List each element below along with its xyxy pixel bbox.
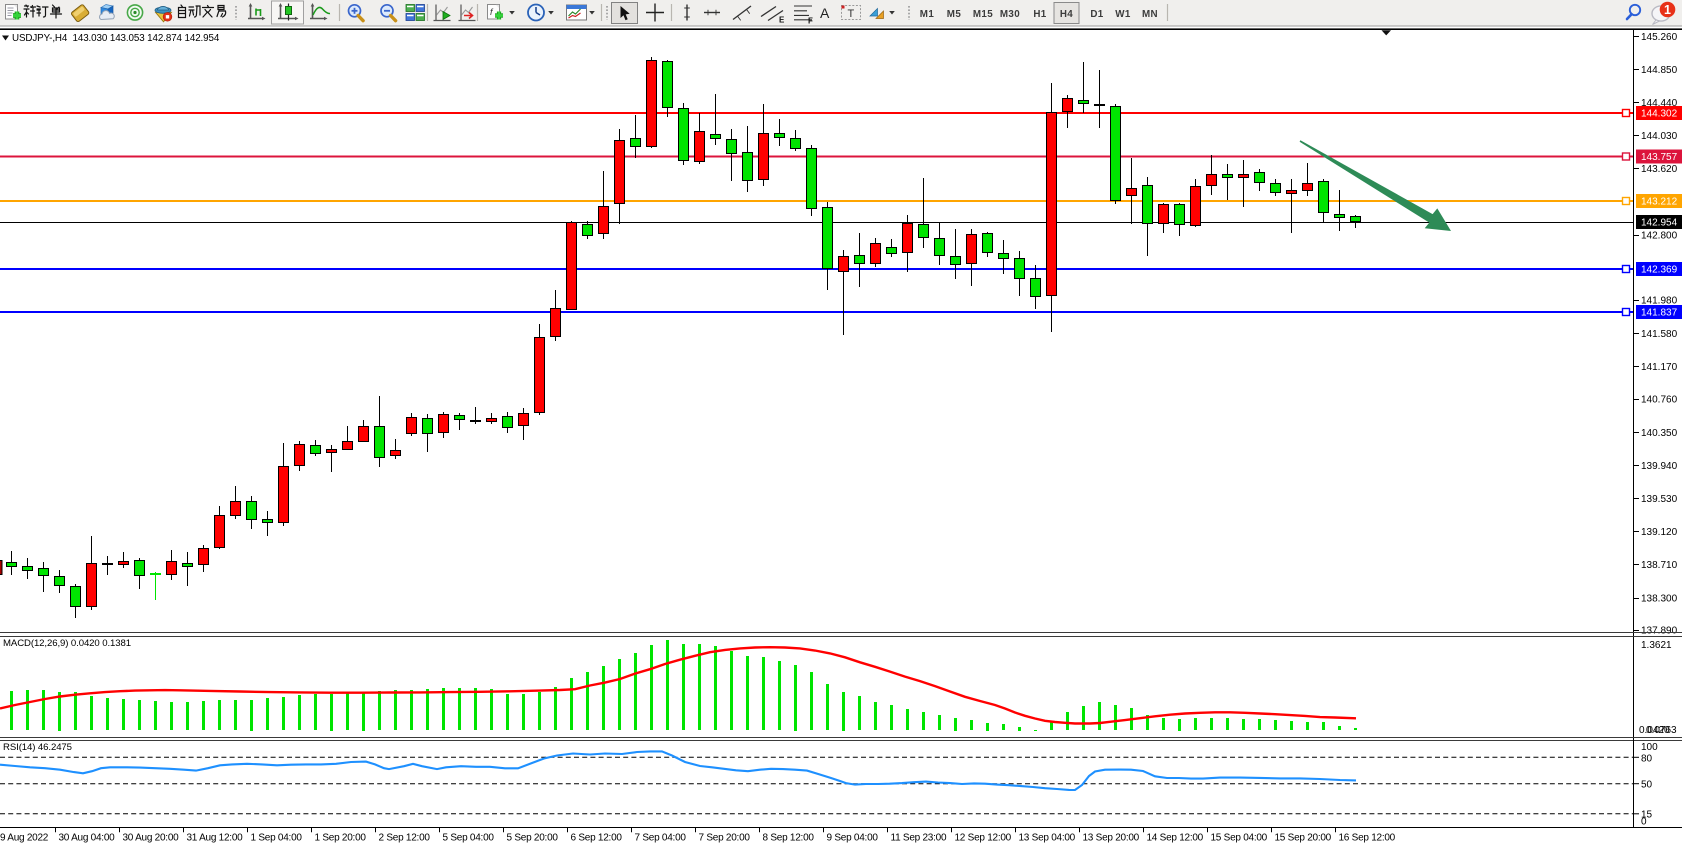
svg-text:1 Sep 20:00: 1 Sep 20:00 — [315, 833, 367, 844]
svg-text:12 Sep 12:00: 12 Sep 12:00 — [955, 833, 1012, 844]
svg-text:MACD(12,26,9) 0.0420 0.1381: MACD(12,26,9) 0.0420 0.1381 — [3, 638, 131, 649]
svg-text:145.260: 145.260 — [1641, 32, 1678, 43]
svg-text:80: 80 — [1641, 753, 1653, 764]
svg-text:144.850: 144.850 — [1641, 65, 1678, 76]
svg-text:0.0420: 0.0420 — [1639, 725, 1670, 736]
svg-text:15 Sep 04:00: 15 Sep 04:00 — [1211, 833, 1268, 844]
svg-text:H1: H1 — [1033, 9, 1046, 20]
svg-text:1: 1 — [1664, 3, 1671, 17]
svg-text:9 Aug 2022: 9 Aug 2022 — [0, 833, 49, 844]
svg-text:USDJPY-,H4 143.030 143.053 14: USDJPY-,H4 143.030 143.053 142.874 142.9… — [12, 33, 220, 44]
svg-text:13 Sep 04:00: 13 Sep 04:00 — [1019, 833, 1076, 844]
svg-text:30 Aug 04:00: 30 Aug 04:00 — [59, 833, 116, 844]
svg-text:13 Sep 20:00: 13 Sep 20:00 — [1083, 833, 1140, 844]
svg-text:144.030: 144.030 — [1641, 131, 1678, 142]
svg-text:0.0763: 0.0763 — [1646, 725, 1677, 736]
svg-text:139.530: 139.530 — [1641, 494, 1678, 505]
svg-text:142.369: 142.369 — [1641, 265, 1678, 276]
svg-text:142.954: 142.954 — [1641, 218, 1678, 229]
svg-text:H4: H4 — [1060, 9, 1073, 20]
svg-text:5 Sep 04:00: 5 Sep 04:00 — [443, 833, 495, 844]
svg-text:W1: W1 — [1115, 9, 1131, 20]
svg-text:T: T — [848, 8, 855, 20]
svg-text:5 Sep 20:00: 5 Sep 20:00 — [507, 833, 559, 844]
svg-text:144.302: 144.302 — [1641, 109, 1678, 120]
svg-text:143.620: 143.620 — [1641, 164, 1678, 175]
svg-text:141.170: 141.170 — [1641, 362, 1678, 373]
svg-text:F: F — [808, 17, 813, 26]
svg-text:141.980: 141.980 — [1641, 295, 1678, 306]
svg-text:14 Sep 12:00: 14 Sep 12:00 — [1147, 833, 1204, 844]
svg-text:139.940: 139.940 — [1641, 461, 1678, 472]
svg-text:1 Sep 04:00: 1 Sep 04:00 — [251, 833, 303, 844]
svg-text:143.757: 143.757 — [1641, 152, 1678, 163]
svg-text:8 Sep 12:00: 8 Sep 12:00 — [763, 833, 815, 844]
svg-text:30 Aug 20:00: 30 Aug 20:00 — [123, 833, 180, 844]
svg-text:16 Sep 12:00: 16 Sep 12:00 — [1339, 833, 1396, 844]
svg-text:138.710: 138.710 — [1641, 560, 1678, 571]
svg-text:MN: MN — [1142, 9, 1158, 20]
svg-text:50: 50 — [1641, 780, 1653, 791]
svg-text:141.837: 141.837 — [1641, 308, 1678, 319]
svg-text:1.3621: 1.3621 — [1641, 640, 1672, 651]
svg-text:A: A — [820, 5, 830, 21]
svg-text:31 Aug 12:00: 31 Aug 12:00 — [187, 833, 244, 844]
svg-text:7 Sep 20:00: 7 Sep 20:00 — [699, 833, 751, 844]
svg-text:RSI(14) 46.2475: RSI(14) 46.2475 — [3, 742, 72, 753]
svg-text:E: E — [779, 16, 785, 25]
svg-text:11 Sep 23:00: 11 Sep 23:00 — [891, 833, 947, 844]
svg-text:144.440: 144.440 — [1641, 98, 1678, 109]
svg-text:139.120: 139.120 — [1641, 527, 1678, 538]
svg-text:15 Sep 20:00: 15 Sep 20:00 — [1275, 833, 1332, 844]
svg-text:100: 100 — [1641, 742, 1658, 753]
svg-text:M30: M30 — [1000, 9, 1020, 20]
svg-text:2 Sep 12:00: 2 Sep 12:00 — [379, 833, 431, 844]
svg-text:7 Sep 04:00: 7 Sep 04:00 — [635, 833, 687, 844]
svg-text:138.300: 138.300 — [1641, 593, 1678, 604]
svg-text:9 Sep 04:00: 9 Sep 04:00 — [827, 833, 879, 844]
svg-text:140.350: 140.350 — [1641, 428, 1678, 439]
svg-text:142.800: 142.800 — [1641, 230, 1678, 241]
svg-text:140.760: 140.760 — [1641, 395, 1678, 406]
svg-text:M15: M15 — [973, 9, 993, 20]
svg-text:0: 0 — [1641, 817, 1647, 828]
svg-text:M5: M5 — [947, 9, 962, 20]
svg-text:M1: M1 — [920, 9, 935, 20]
svg-text:D1: D1 — [1090, 9, 1103, 20]
svg-text:15: 15 — [1641, 810, 1653, 821]
svg-text:141.580: 141.580 — [1641, 329, 1678, 340]
svg-text:6 Sep 12:00: 6 Sep 12:00 — [571, 833, 623, 844]
svg-text:143.212: 143.212 — [1641, 197, 1678, 208]
svg-text:f: f — [490, 7, 494, 17]
svg-text:137.890: 137.890 — [1641, 625, 1678, 636]
